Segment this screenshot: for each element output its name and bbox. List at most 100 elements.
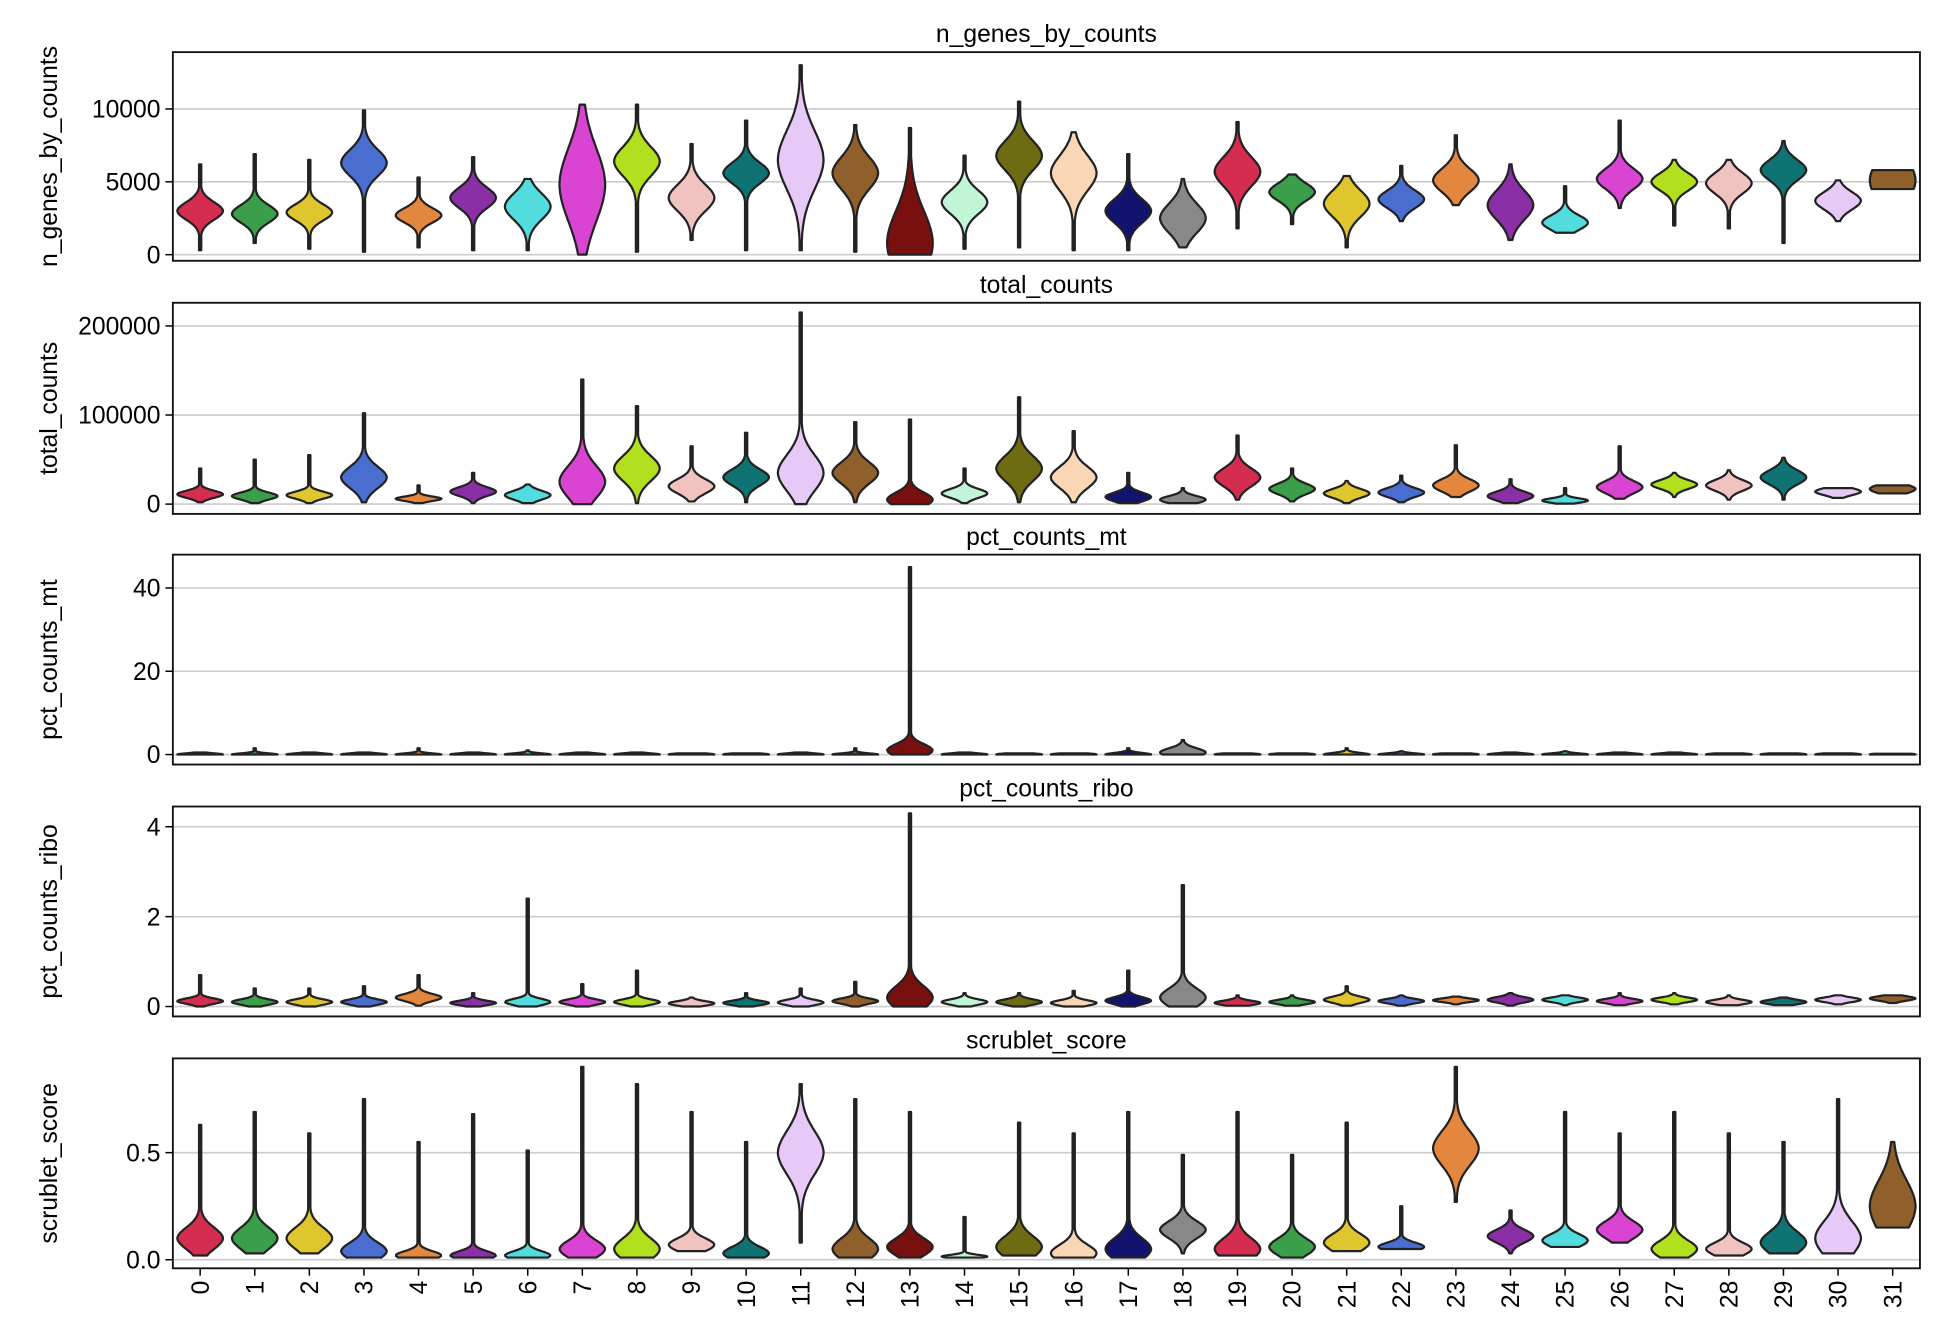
violin-27: [1650, 1110, 1699, 1259]
violin-25: [1541, 994, 1590, 1007]
violin-2: [285, 454, 334, 505]
x-tick-label: 20: [1280, 1281, 1307, 1308]
violin-31: [1868, 1140, 1917, 1229]
violin-28: [1704, 158, 1753, 230]
violin-27: [1650, 158, 1699, 227]
violin-3: [340, 985, 388, 1008]
violin-10: [722, 991, 771, 1008]
x-tick-label: 2: [297, 1281, 324, 1295]
violin-25: [1541, 185, 1589, 234]
violin-30: [1814, 1098, 1863, 1255]
violin-23: [1431, 995, 1480, 1006]
x-tick-label: 17: [1116, 1281, 1143, 1308]
violin-29: [1759, 1140, 1808, 1255]
violin-15: [995, 991, 1044, 1008]
violin-29: [1759, 752, 1808, 756]
violin-28: [1704, 752, 1753, 756]
violin-6: [503, 177, 552, 252]
x-tick-label: 9: [679, 1281, 706, 1295]
x-tick-label: 22: [1389, 1281, 1416, 1308]
x-tick-label: 18: [1171, 1281, 1198, 1308]
panel-total_counts: total_counts total_counts 0 100000 200000: [36, 272, 1921, 519]
violin-11: [776, 1082, 825, 1244]
violin-9: [667, 752, 716, 756]
violin-18: [1158, 177, 1207, 249]
x-tick-label: 13: [898, 1281, 925, 1308]
x-tick-label: 5: [461, 1281, 488, 1295]
x-tick-label: 4: [406, 1281, 433, 1295]
violin-0: [176, 1123, 224, 1257]
violin-20: [1268, 1153, 1316, 1259]
violin-25: [1541, 1110, 1589, 1249]
violin-9: [667, 1110, 716, 1253]
violin-28: [1704, 994, 1753, 1007]
violin-3: [340, 412, 388, 504]
x-tick-label: 21: [1334, 1281, 1361, 1308]
violin-29: [1759, 456, 1808, 501]
y-axis-label: pct_counts_ribo: [36, 824, 63, 998]
violin-24: [1486, 478, 1535, 505]
violin-23: [1431, 444, 1480, 499]
panel-title: pct_counts_ribo: [959, 776, 1133, 803]
violin-6: [503, 749, 552, 756]
x-tick-label: 10: [734, 1281, 761, 1308]
violin-15: [995, 100, 1043, 249]
violin-5: [449, 471, 498, 505]
violin-27: [1650, 751, 1699, 756]
panel-frame: [171, 805, 1921, 1018]
violin-20: [1268, 752, 1317, 756]
x-tick-label: 19: [1225, 1281, 1252, 1308]
violin-8: [613, 969, 661, 1008]
violin-26: [1595, 1132, 1644, 1244]
violin-17: [1104, 1110, 1153, 1259]
x-tick-label: 16: [1061, 1281, 1088, 1308]
violin-31: [1868, 169, 1917, 191]
x-tick-label: 1: [242, 1281, 269, 1295]
violin-13: [886, 812, 934, 1008]
violin-14: [940, 991, 989, 1008]
violin-24: [1486, 751, 1535, 756]
violin-22: [1377, 750, 1426, 756]
panel-frame: [171, 51, 1921, 262]
violin-14: [940, 154, 989, 250]
violin-5: [449, 751, 498, 756]
violin-26: [1595, 991, 1644, 1007]
violin-12: [831, 747, 880, 756]
y-tick-label: 0.5: [126, 1140, 160, 1167]
violin-15: [995, 396, 1044, 504]
violin-10: [722, 119, 770, 252]
violin-17: [1104, 471, 1153, 505]
panel-title: pct_counts_mt: [966, 524, 1127, 551]
y-tick-label: 0: [147, 994, 161, 1021]
violin-14: [940, 1215, 989, 1259]
violin-1: [230, 987, 279, 1008]
violin-19: [1213, 752, 1262, 756]
violin-10: [722, 1140, 771, 1259]
violin-6: [504, 897, 552, 1008]
violin-3: [340, 1098, 388, 1259]
violin-31: [1868, 484, 1917, 495]
y-tick-label: 5000: [106, 169, 161, 196]
y-axis-label: pct_counts_mt: [36, 579, 63, 740]
violin-4: [394, 176, 443, 249]
y-tick-label: 100000: [78, 403, 160, 430]
violin-12: [831, 1098, 880, 1259]
violin-4: [394, 973, 443, 1007]
violin-4: [394, 1140, 443, 1259]
x-tick-label: 23: [1444, 1281, 1471, 1308]
panel-title: scrublet_score: [966, 1028, 1127, 1055]
violin-0: [176, 751, 225, 756]
x-tick-label: 12: [843, 1281, 870, 1308]
y-tick-label: 10000: [92, 97, 161, 124]
violin-29: [1759, 139, 1808, 245]
violin-1: [230, 747, 279, 756]
violin-29: [1759, 996, 1808, 1007]
x-tick-label: 14: [952, 1281, 979, 1308]
violin-15: [995, 752, 1044, 756]
violin-17: [1104, 747, 1153, 756]
y-axis-label: total_counts: [36, 342, 63, 475]
violin-22: [1377, 994, 1426, 1007]
violin-0: [176, 467, 225, 504]
violin-6: [504, 1149, 552, 1259]
violin-22: [1377, 1205, 1426, 1251]
